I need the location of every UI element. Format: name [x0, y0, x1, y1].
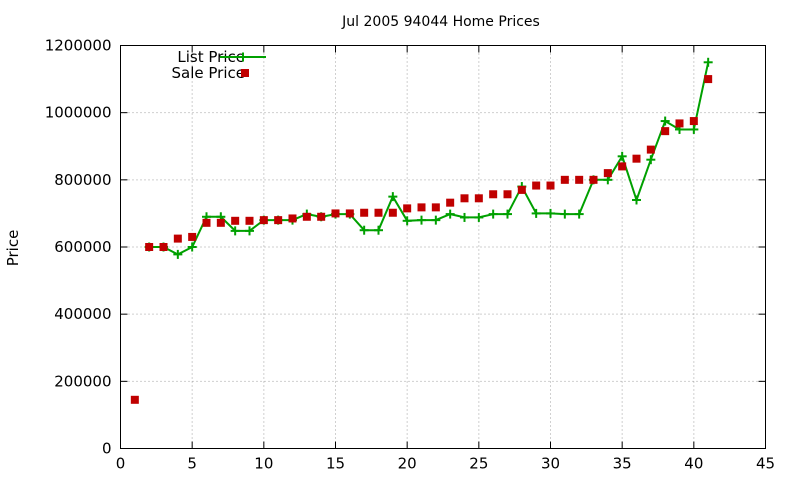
- list-price-point: [474, 212, 484, 222]
- sale-price-point: [560, 175, 569, 184]
- sale-price-point: [188, 232, 197, 241]
- list-price-point: [660, 116, 670, 126]
- list-price-point: [374, 225, 383, 235]
- list-price-point: [503, 209, 512, 219]
- x-tick-label: 25: [469, 455, 488, 473]
- sale-price-point: [360, 208, 369, 217]
- sale-price-point: [489, 190, 498, 199]
- sale-price-point: [302, 212, 311, 221]
- sale-price-point: [331, 209, 340, 218]
- sale-price-point: [460, 194, 469, 203]
- sale-price-point: [446, 198, 455, 207]
- sale-price-point: [245, 216, 254, 225]
- x-tick-label: 35: [613, 455, 632, 473]
- sale-price-point: [503, 190, 512, 199]
- y-axis-title: Price: [4, 230, 22, 267]
- sale-price-point: [216, 218, 225, 227]
- x-tick-label: 15: [326, 455, 345, 473]
- sale-price-point: [618, 162, 627, 171]
- sale-price-point: [231, 216, 240, 225]
- y-tick-label: 200000: [54, 372, 111, 390]
- sale-price-point: [575, 175, 584, 184]
- list-price-line: [149, 62, 710, 256]
- sale-price-point: [317, 212, 326, 221]
- list-price-point: [460, 212, 469, 222]
- sale-price-point: [202, 218, 211, 227]
- y-tick-label: 1000000: [45, 104, 112, 122]
- list-price-point: [187, 242, 197, 252]
- list-price-point: [560, 209, 570, 219]
- sale-price-point: [130, 395, 139, 404]
- list-price-point: [245, 226, 254, 236]
- sale-price-point: [274, 216, 283, 225]
- sale-price-point: [632, 154, 641, 163]
- sale-price-point: [259, 216, 268, 225]
- x-tick-label: 20: [398, 455, 417, 473]
- sale-price-point: [675, 119, 684, 128]
- y-tick-label: 1200000: [45, 37, 112, 55]
- y-tick-label: 800000: [54, 171, 111, 189]
- sale-price-point: [388, 208, 397, 217]
- y-tick-label: 600000: [54, 238, 111, 256]
- list-price-point: [388, 192, 398, 202]
- y-tick-label: 400000: [54, 305, 111, 323]
- list-price-point: [417, 215, 426, 225]
- grid-lines: [120, 45, 766, 449]
- list-price-point: [546, 208, 555, 218]
- sale-price-point: [288, 214, 297, 223]
- series-layer: [130, 57, 713, 404]
- sale-price-point: [646, 145, 655, 154]
- sale-price-point: [345, 209, 354, 218]
- sale-price-point: [403, 204, 412, 213]
- sale-price-point: [417, 203, 426, 212]
- x-tick-label: 30: [541, 455, 560, 473]
- list-price-point: [230, 226, 240, 236]
- sale-price-point: [689, 117, 698, 126]
- sale-price-point: [532, 181, 541, 190]
- sale-price-point: [589, 175, 598, 184]
- list-price-point: [646, 155, 656, 165]
- sale-price-point: [704, 75, 713, 84]
- list-price-point: [445, 209, 455, 219]
- x-tick-label: 45: [756, 455, 775, 473]
- x-tick-label: 10: [254, 455, 273, 473]
- list-price-point: [173, 249, 183, 259]
- list-price-point: [402, 216, 412, 226]
- sale-price-point: [374, 208, 383, 217]
- y-tick-label: 0: [102, 440, 112, 458]
- list-price-point: [488, 209, 498, 219]
- legend-label-0: List Price: [177, 48, 245, 66]
- list-price-point: [689, 124, 699, 134]
- list-price-point: [431, 215, 441, 225]
- x-tick-label: 40: [684, 455, 703, 473]
- list-price-point: [574, 209, 584, 219]
- x-tick-label: 0: [116, 455, 126, 473]
- x-tick-label: 5: [187, 455, 197, 473]
- sale-price-point: [546, 181, 555, 190]
- chart-title: Jul 2005 94044 Home Prices: [341, 14, 540, 30]
- legend-square-swatch: [241, 69, 249, 77]
- sale-price-point: [517, 185, 526, 194]
- sale-price-point: [159, 243, 168, 251]
- sale-price-point: [661, 127, 670, 136]
- sale-price-point: [431, 203, 440, 212]
- list-price-point: [632, 195, 641, 205]
- list-price-point: [359, 225, 369, 235]
- tick-labels: 0 200000 400000 600000 800000 1000000 1200000 0…: [45, 37, 775, 473]
- sale-price-point: [145, 243, 154, 251]
- series-list-price: [144, 57, 713, 259]
- legend-label-1: Sale Price: [172, 64, 245, 82]
- sale-price-point: [173, 234, 182, 243]
- sale-price-point: [603, 169, 612, 178]
- series-sale-price: [130, 75, 713, 404]
- list-price-point: [617, 151, 627, 161]
- list-price-point: [703, 57, 713, 67]
- list-price-point: [531, 208, 541, 218]
- plot-frame: [120, 45, 766, 449]
- sale-price-point: [474, 194, 483, 203]
- legend-plus-swatch: [238, 52, 248, 62]
